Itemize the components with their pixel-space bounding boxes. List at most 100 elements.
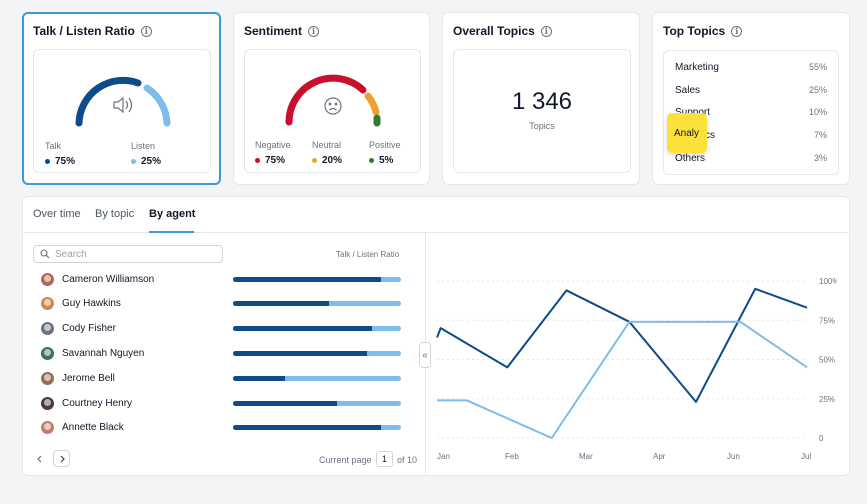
sentiment-title: Sentiment i: [244, 24, 320, 38]
agent-row[interactable]: Cody Fisher: [41, 321, 405, 337]
chevron-left-icon: [36, 455, 41, 462]
agent-name: Savannah Nguyen: [62, 347, 145, 359]
avatar: [41, 421, 54, 435]
collapse-panel-button[interactable]: «: [419, 342, 431, 368]
ratio-column-header: Talk / Listen Ratio: [336, 250, 400, 259]
listen-series-line: [437, 320, 808, 439]
y-tick-label: 75%: [819, 316, 835, 325]
agent-row[interactable]: Cameron Williamson: [41, 271, 405, 287]
sentiment-gauge: [285, 74, 381, 127]
positive-legend: Positive 5%: [369, 140, 401, 166]
tab-by-agent[interactable]: By agent: [149, 208, 196, 220]
positive-dot: [369, 158, 374, 163]
y-tick-label: 100%: [819, 277, 837, 286]
talk-listen-bar: [233, 425, 401, 431]
talk-fill: [233, 276, 381, 282]
talk-fill: [233, 400, 338, 406]
topic-row[interactable]: Others 3%: [675, 153, 827, 164]
agent-panel: Over time By topic By agent Talk / Liste…: [22, 196, 850, 476]
overall-topics-title: Overall Topics i: [453, 24, 552, 38]
chevron-right-icon: [60, 455, 65, 462]
top-topics-title: Top Topics i: [663, 24, 743, 38]
talk-fill: [233, 326, 373, 332]
info-icon[interactable]: i: [731, 25, 743, 37]
talk-listen-title: Talk / Listen Ratio i: [33, 24, 152, 38]
agent-row[interactable]: Jerome Bell: [41, 370, 405, 386]
negative-dot: [255, 158, 260, 163]
talk-legend: Talk 75%: [45, 141, 76, 167]
avatar: [41, 322, 54, 336]
tab-by-topic[interactable]: By topic: [95, 208, 135, 220]
info-icon[interactable]: i: [540, 25, 552, 37]
x-tick-label: Apr: [653, 452, 666, 461]
next-page-button[interactable]: [53, 450, 70, 467]
current-page-label: Current page: [319, 455, 372, 465]
x-tick-label: Jun: [727, 452, 740, 461]
y-tick-label: 0: [819, 434, 824, 443]
agent-search[interactable]: [33, 245, 223, 263]
sad-face-icon: [324, 97, 342, 115]
topics-count-label: Topics: [529, 121, 555, 131]
talk-listen-card[interactable]: Talk / Listen Ratio i Talk 75% Listen 25…: [22, 12, 221, 185]
talk-listen-bar: [233, 276, 401, 282]
x-tick-label: Jul: [801, 452, 811, 461]
talk-fill: [233, 350, 368, 356]
talk-listen-bar: [233, 326, 401, 332]
sentiment-card[interactable]: Sentiment i Negative 75% Neutral 20% Pos…: [233, 12, 430, 185]
sentiment-panel: Negative 75% Neutral 20% Positive 5%: [244, 49, 421, 173]
x-tick-label: Mar: [579, 452, 593, 461]
neutral-dot: [312, 158, 317, 163]
agent-line-chart: 100% 75% 50% 25% 0 Jan Feb Mar Apr Jun Jul: [436, 277, 837, 461]
current-page-input[interactable]: 1: [376, 451, 393, 467]
x-tick-label: Jan: [437, 452, 450, 461]
avatar: [41, 297, 54, 311]
avatar: [41, 346, 54, 360]
talk-dot: [45, 159, 50, 164]
topic-highlight-marker: Analy: [667, 113, 707, 153]
topic-row[interactable]: Marketing 55%: [675, 62, 827, 73]
total-pages-label: of 10: [397, 455, 418, 465]
agent-name: Cody Fisher: [62, 323, 116, 335]
highlight-label: Analy: [674, 128, 700, 139]
avatar: [41, 371, 54, 385]
agent-row[interactable]: Annette Black: [41, 420, 405, 436]
agent-row[interactable]: Savannah Nguyen: [41, 345, 405, 361]
talk-listen-bar: [233, 350, 401, 356]
agent-row[interactable]: Guy Hawkins: [41, 296, 405, 312]
negative-legend: Negative 75%: [255, 140, 291, 166]
talk-fill: [233, 375, 286, 381]
listen-dot: [131, 159, 136, 164]
topic-row[interactable]: Sales 25%: [675, 85, 827, 96]
talk-listen-panel: Talk 75% Listen 25%: [33, 49, 211, 173]
overall-topics-panel: 1 346 Topics: [453, 49, 631, 173]
avatar: [41, 396, 54, 410]
y-tick-label: 50%: [819, 356, 835, 365]
agent-row[interactable]: Courtney Henry: [41, 395, 405, 411]
x-tick-label: Feb: [505, 452, 519, 461]
avatar: [41, 272, 54, 286]
agent-name: Annette Black: [62, 422, 124, 434]
overall-topics-card[interactable]: Overall Topics i 1 346 Topics: [442, 12, 640, 185]
topics-count: 1 346: [511, 88, 573, 115]
active-tab-indicator: [149, 231, 194, 233]
speaker-icon: [113, 96, 133, 114]
talk-series-line: [436, 287, 808, 403]
talk-fill: [233, 425, 381, 431]
prev-page-button[interactable]: [31, 450, 48, 467]
tab-over-time[interactable]: Over time: [33, 208, 81, 220]
agent-name: Guy Hawkins: [62, 298, 121, 310]
search-input[interactable]: [55, 248, 215, 260]
talk-fill: [233, 301, 329, 307]
talk-listen-bar: [233, 375, 401, 381]
talk-listen-gauge: [75, 76, 171, 127]
topic-row[interactable]: Support10%: [675, 107, 827, 118]
info-icon[interactable]: i: [308, 25, 320, 37]
info-icon[interactable]: i: [140, 25, 152, 37]
neutral-legend: Neutral 20%: [312, 140, 343, 166]
talk-listen-bar: [233, 400, 401, 406]
agent-name: Cameron Williamson: [62, 273, 155, 285]
agent-name: Courtney Henry: [62, 397, 133, 409]
talk-listen-bar: [233, 301, 401, 307]
agent-name: Jerome Bell: [62, 372, 115, 384]
